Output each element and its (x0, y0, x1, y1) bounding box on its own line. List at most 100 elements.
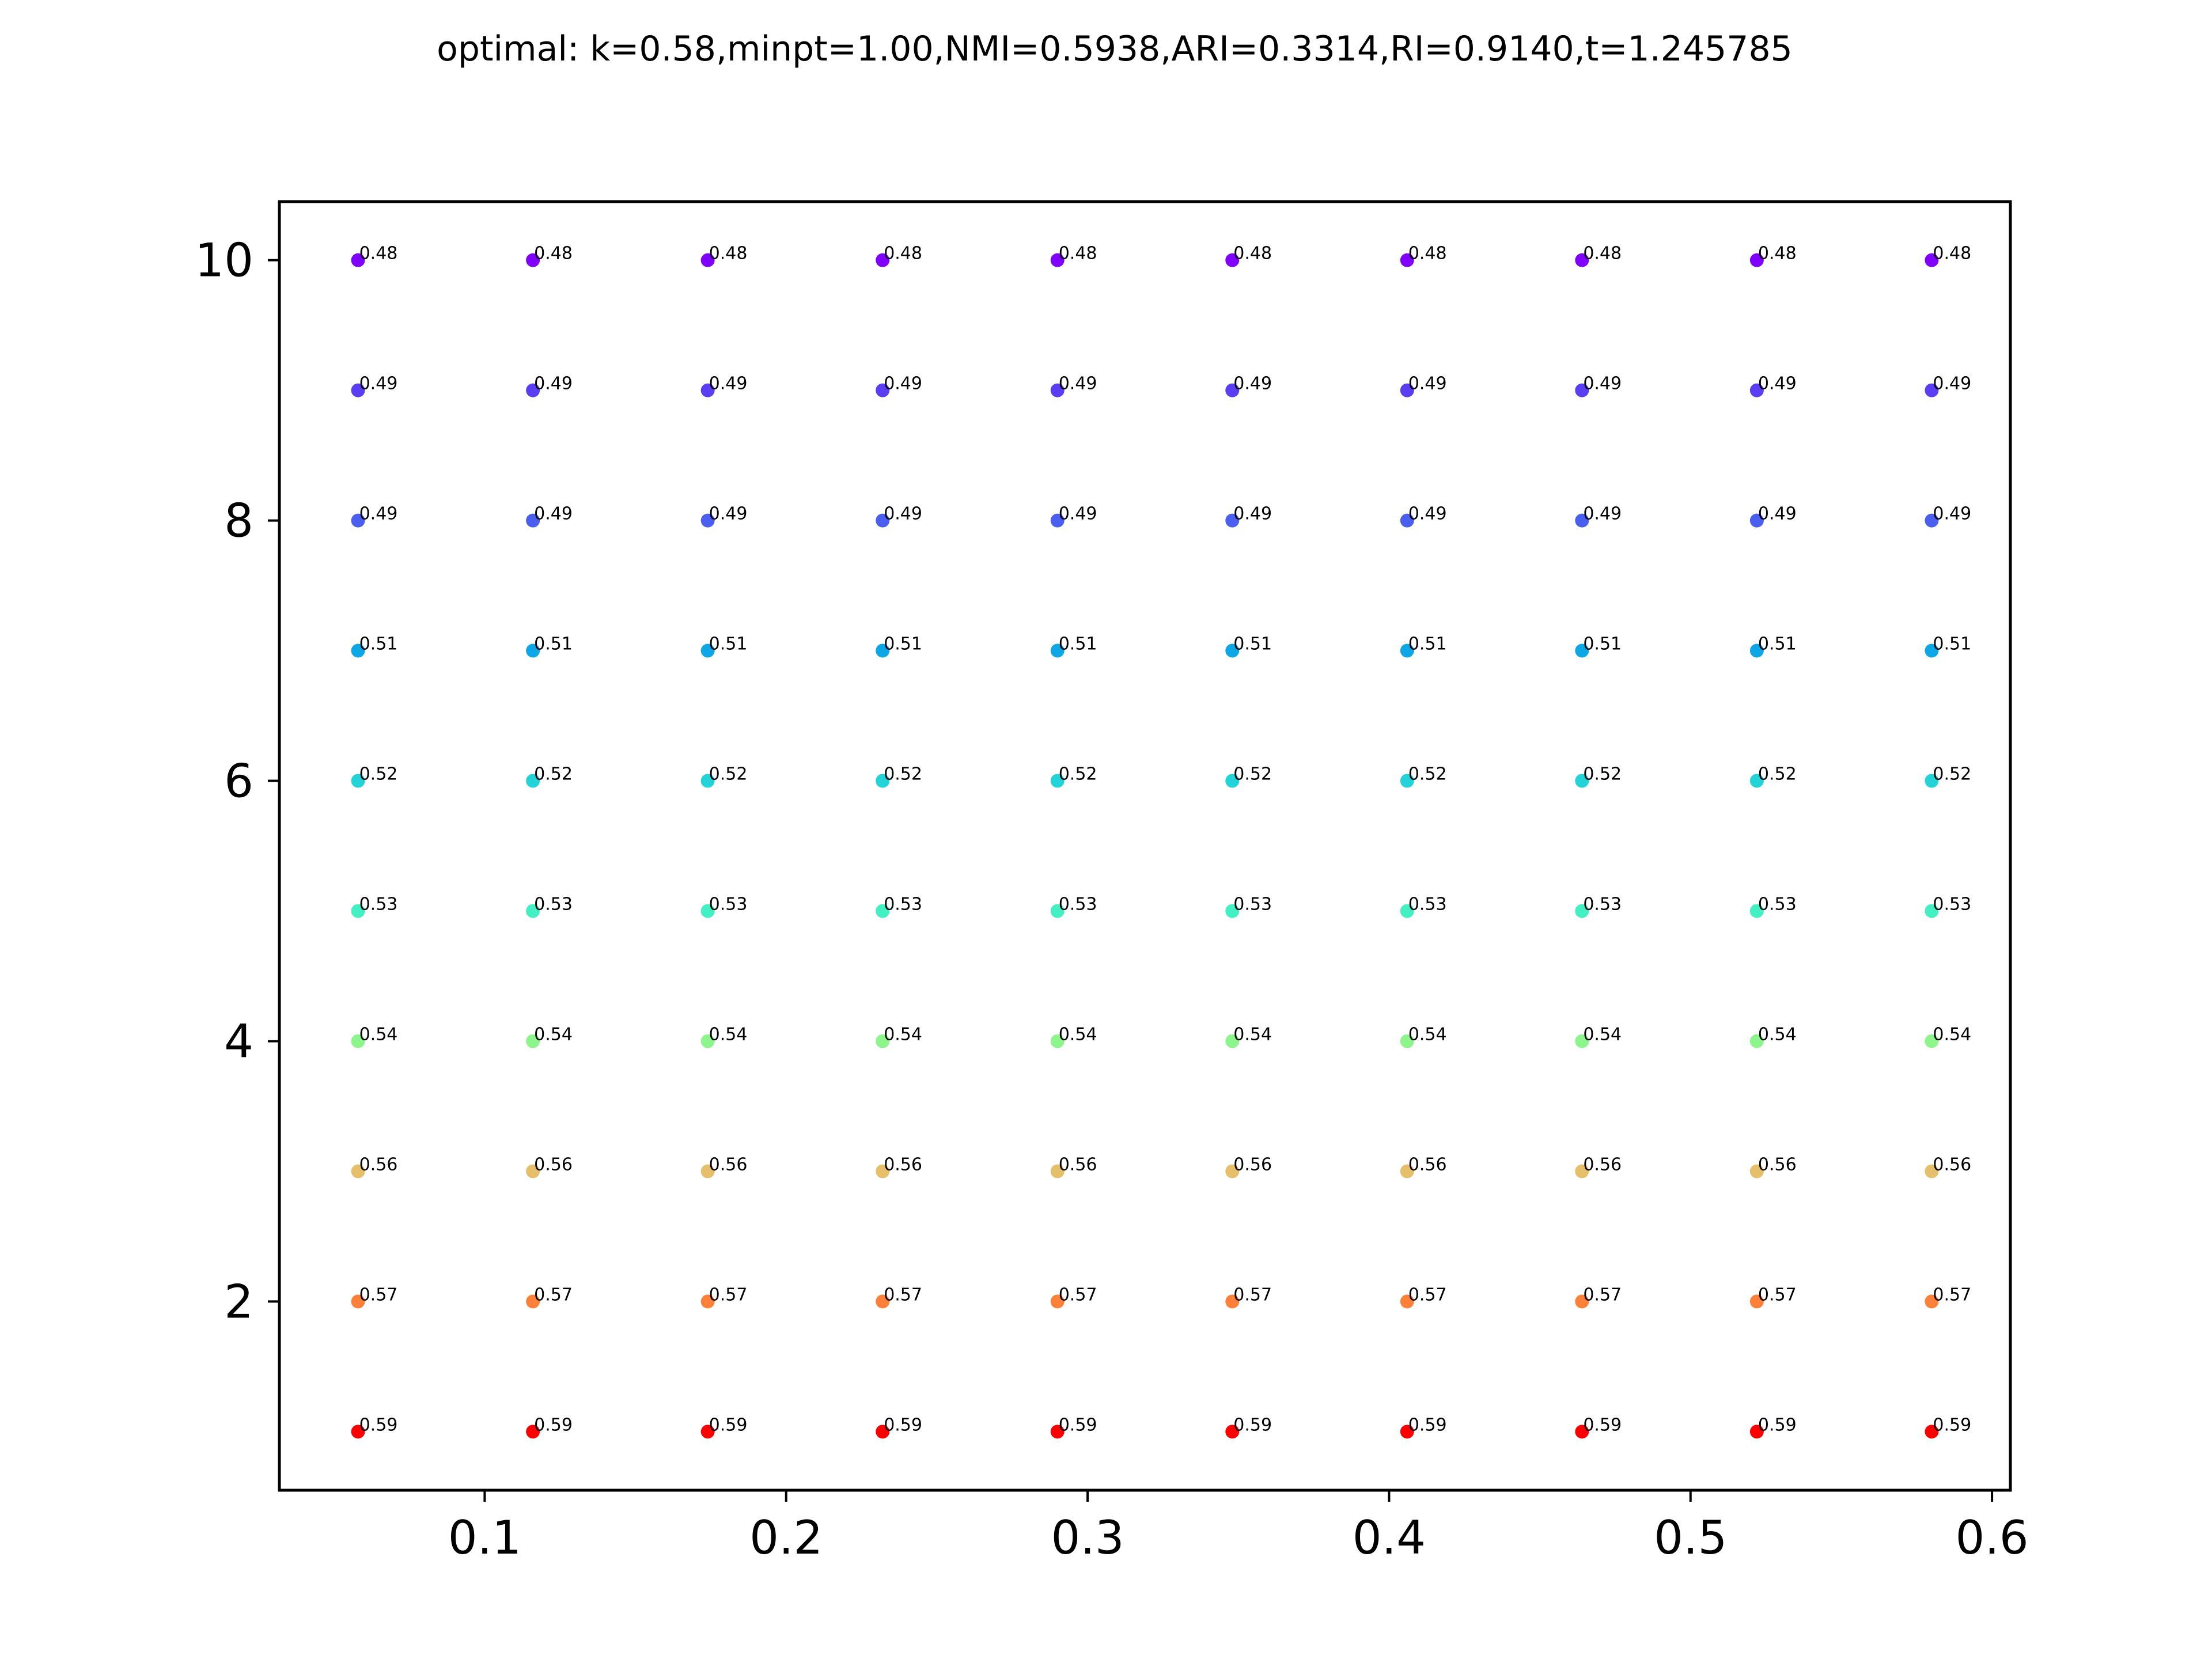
x-axis: 0.1 0.2 0.3 0.4 0.5 0.6 (448, 1490, 2029, 1565)
scatter-point (1400, 1425, 1414, 1439)
scatter-point (876, 253, 890, 267)
scatter-point (1400, 1034, 1414, 1048)
scatter-point (1575, 643, 1589, 658)
point-value-label: 0.51 (1933, 634, 1971, 654)
scatter-point (1925, 643, 1939, 658)
scatter-point (700, 1034, 715, 1048)
scatter-point (1925, 1164, 1939, 1179)
point-value-label: 0.54 (884, 1024, 922, 1044)
scatter-point (1749, 643, 1764, 658)
point-value-label: 0.59 (359, 1415, 398, 1435)
scatter-point (1575, 383, 1589, 397)
point-value-label: 0.49 (1583, 374, 1622, 394)
scatter-point (1749, 904, 1764, 918)
scatter-point (1925, 1034, 1939, 1048)
scatter-point (1575, 253, 1589, 267)
scatter-point (1050, 253, 1065, 267)
scatter-point (1400, 1294, 1414, 1309)
point-value-label: 0.52 (1059, 764, 1097, 785)
scatter-point (1225, 774, 1240, 788)
scatter-point (1925, 253, 1939, 267)
point-value-label: 0.56 (1233, 1154, 1272, 1175)
point-value-label: 0.52 (1408, 764, 1447, 785)
scatter-point (1225, 1164, 1240, 1179)
point-value-label: 0.49 (1233, 374, 1272, 394)
scatter-point (526, 1034, 540, 1048)
x-tick-label: 0.1 (448, 1511, 521, 1565)
scatter-point (1050, 1294, 1065, 1309)
point-value-label: 0.54 (1758, 1024, 1797, 1044)
point-value-label: 0.59 (1583, 1415, 1622, 1435)
point-value-label: 0.53 (359, 894, 398, 914)
x-tick-label: 0.5 (1654, 1511, 1727, 1565)
point-value-label: 0.52 (1758, 764, 1797, 785)
y-tick-label: 8 (224, 494, 253, 548)
point-value-label: 0.49 (1583, 504, 1622, 524)
scatter-point (876, 1164, 890, 1179)
point-value-label: 0.51 (534, 634, 573, 654)
chart-title: optimal: k=0.58,minpt=1.00,NMI=0.5938,AR… (437, 29, 1793, 69)
scatter-point (876, 1034, 890, 1048)
scatter-point (1225, 1294, 1240, 1309)
scatter-point (526, 643, 540, 658)
point-value-label: 0.52 (359, 764, 398, 785)
point-value-label: 0.48 (1059, 244, 1097, 264)
scatter-point (876, 643, 890, 658)
scatter-point (1925, 383, 1939, 397)
point-value-label: 0.59 (884, 1415, 922, 1435)
scatter-point (351, 904, 365, 918)
point-value-label: 0.59 (1059, 1415, 1097, 1435)
point-value-label: 0.48 (1758, 244, 1797, 264)
scatter-point (1050, 774, 1065, 788)
point-value-label: 0.59 (1933, 1415, 1971, 1435)
point-value-label: 0.53 (1233, 894, 1272, 914)
scatter-point (1400, 643, 1414, 658)
scatter-point (351, 253, 365, 267)
point-value-label: 0.51 (1408, 634, 1447, 654)
point-value-label: 0.56 (1758, 1154, 1797, 1175)
data-points: 0.48 0.48 0.48 0.48 0.48 0.48 0.48 0.48 0.48 0.48… (351, 244, 1971, 1439)
scatter-point (351, 383, 365, 397)
y-tick-label: 10 (195, 234, 253, 287)
point-value-label: 0.57 (1583, 1285, 1622, 1305)
scatter-point (1050, 383, 1065, 397)
scatter-point (876, 904, 890, 918)
point-value-label: 0.48 (884, 244, 922, 264)
point-value-label: 0.57 (1059, 1285, 1097, 1305)
scatter-point (1225, 643, 1240, 658)
scatter-point (876, 513, 890, 528)
point-value-label: 0.48 (1583, 244, 1622, 264)
scatter-point (700, 904, 715, 918)
point-value-label: 0.52 (1583, 764, 1622, 785)
scatter-point (1575, 1425, 1589, 1439)
scatter-point (1575, 1034, 1589, 1048)
point-value-label: 0.54 (1933, 1024, 1971, 1044)
scatter-point (876, 1425, 890, 1439)
scatter-point (1925, 1294, 1939, 1309)
point-value-label: 0.51 (709, 634, 748, 654)
point-value-label: 0.49 (1758, 504, 1797, 524)
point-value-label: 0.53 (884, 894, 922, 914)
scatter-point (700, 1425, 715, 1439)
point-value-label: 0.49 (359, 504, 398, 524)
point-value-label: 0.59 (1408, 1415, 1447, 1435)
scatter-point (1400, 1164, 1414, 1179)
point-value-label: 0.57 (709, 1285, 748, 1305)
scatter-point (1575, 513, 1589, 528)
scatter-point (526, 253, 540, 267)
scatter-point (1050, 1164, 1065, 1179)
point-value-label: 0.48 (359, 244, 398, 264)
scatter-point (526, 904, 540, 918)
point-value-label: 0.59 (534, 1415, 573, 1435)
point-value-label: 0.51 (1583, 634, 1622, 654)
point-value-label: 0.54 (1059, 1024, 1097, 1044)
point-value-label: 0.56 (709, 1154, 748, 1175)
point-value-label: 0.49 (534, 374, 573, 394)
scatter-point (1400, 513, 1414, 528)
scatter-point (526, 383, 540, 397)
point-value-label: 0.53 (1583, 894, 1622, 914)
point-value-label: 0.53 (1758, 894, 1797, 914)
scatter-point (1225, 1034, 1240, 1048)
point-value-label: 0.54 (1233, 1024, 1272, 1044)
scatter-point (1575, 1294, 1589, 1309)
